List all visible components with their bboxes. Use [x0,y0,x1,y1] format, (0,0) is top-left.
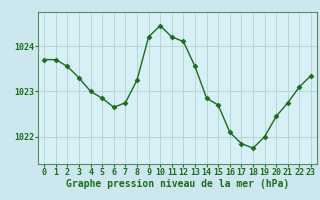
X-axis label: Graphe pression niveau de la mer (hPa): Graphe pression niveau de la mer (hPa) [66,179,289,189]
